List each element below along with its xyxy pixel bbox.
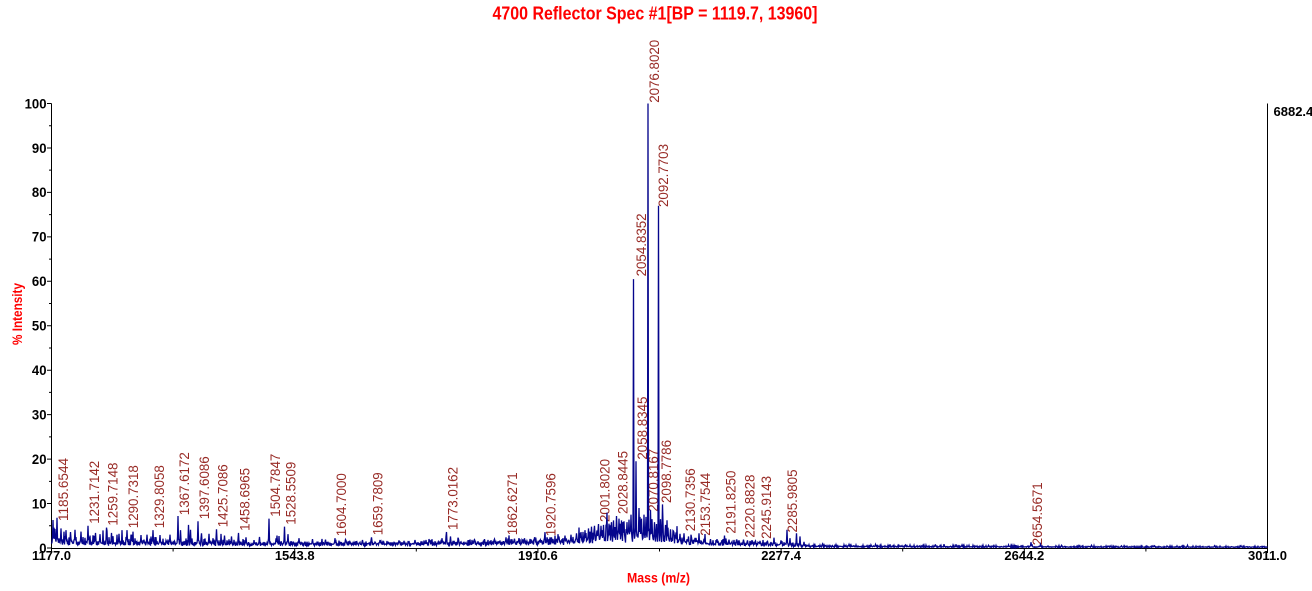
svg-text:1185.6544: 1185.6544 (55, 458, 71, 521)
svg-text:2285.9805: 2285.9805 (784, 469, 800, 532)
svg-text:4700 Reflector Spec #1[BP = 11: 4700 Reflector Spec #1[BP = 1119.7, 1396… (493, 4, 818, 24)
svg-text:2191.8250: 2191.8250 (722, 470, 738, 533)
svg-text:2654.5671: 2654.5671 (1029, 482, 1045, 545)
svg-text:100: 100 (25, 95, 47, 111)
svg-text:1920.7596: 1920.7596 (543, 473, 559, 536)
svg-text:20: 20 (32, 451, 47, 467)
svg-text:1367.6172: 1367.6172 (176, 452, 192, 515)
svg-text:1773.0162: 1773.0162 (445, 467, 461, 530)
svg-text:1397.6086: 1397.6086 (196, 456, 212, 519)
svg-text:1231.7142: 1231.7142 (86, 461, 102, 524)
svg-text:1543.8: 1543.8 (275, 548, 315, 563)
svg-text:40: 40 (32, 362, 47, 378)
svg-text:2130.7356: 2130.7356 (682, 468, 698, 531)
svg-text:80: 80 (32, 184, 47, 200)
svg-text:1910.6: 1910.6 (518, 548, 558, 563)
svg-text:30: 30 (32, 406, 47, 422)
svg-text:1862.6271: 1862.6271 (504, 472, 520, 535)
svg-text:1425.7086: 1425.7086 (214, 464, 230, 527)
svg-text:2644.2: 2644.2 (1004, 548, 1044, 563)
svg-text:1290.7318: 1290.7318 (125, 465, 141, 528)
svg-text:2153.7544: 2153.7544 (697, 473, 713, 536)
svg-text:1259.7148: 1259.7148 (104, 462, 120, 525)
svg-text:50: 50 (32, 318, 47, 334)
svg-text:2001.8020: 2001.8020 (596, 459, 612, 522)
svg-text:2028.8445: 2028.8445 (614, 451, 630, 514)
svg-text:2277.4: 2277.4 (761, 548, 802, 563)
svg-text:70: 70 (32, 229, 47, 245)
svg-text:1329.8058: 1329.8058 (151, 465, 167, 528)
svg-text:1458.6965: 1458.6965 (236, 468, 252, 531)
svg-text:2098.7786: 2098.7786 (658, 440, 674, 503)
svg-text:2054.8352: 2054.8352 (633, 213, 649, 276)
svg-text:10: 10 (32, 495, 47, 511)
svg-text:2245.9143: 2245.9143 (758, 476, 774, 539)
svg-text:1177.0: 1177.0 (32, 548, 71, 563)
svg-text:6882.4: 6882.4 (1274, 104, 1312, 119)
svg-text:3011.0: 3011.0 (1248, 548, 1287, 563)
svg-text:1528.5509: 1528.5509 (283, 462, 299, 525)
svg-text:2076.8020: 2076.8020 (646, 40, 662, 103)
svg-text:2092.7703: 2092.7703 (655, 144, 671, 207)
svg-text:1659.7809: 1659.7809 (370, 472, 386, 535)
svg-text:% Intensity: % Intensity (10, 283, 25, 345)
svg-text:1504.7847: 1504.7847 (267, 454, 283, 517)
svg-text:90: 90 (32, 140, 47, 156)
svg-text:Mass (m/z): Mass (m/z) (627, 571, 690, 586)
svg-text:60: 60 (32, 273, 47, 289)
svg-text:2220.8828: 2220.8828 (742, 474, 758, 537)
svg-text:1604.7000: 1604.7000 (333, 473, 349, 536)
